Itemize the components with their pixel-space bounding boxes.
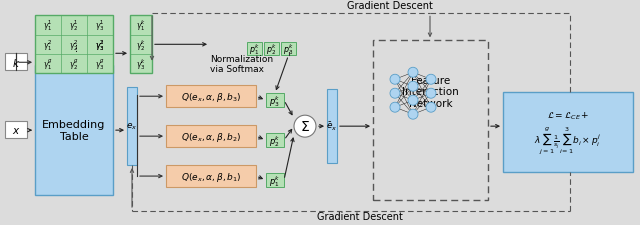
Text: $\vdots$: $\vdots$ xyxy=(70,42,77,54)
Text: $p_1^k$: $p_1^k$ xyxy=(249,42,260,57)
Text: $\mathcal{L} = \mathcal{L}_{CE} +$
$\lambda \sum_{j=1}^{g} \frac{1}{s_j} \sum_{i: $\mathcal{L} = \mathcal{L}_{CE} +$ $\lam… xyxy=(534,110,602,155)
Bar xyxy=(266,173,284,187)
Circle shape xyxy=(294,116,316,137)
Text: $p_3^k$: $p_3^k$ xyxy=(269,93,281,108)
Text: Feature
Interaction
Network: Feature Interaction Network xyxy=(402,76,459,108)
Bar xyxy=(5,122,27,139)
Text: Embedding
Table: Embedding Table xyxy=(42,120,106,141)
Text: $\gamma_3^k$: $\gamma_3^k$ xyxy=(136,57,146,72)
Bar xyxy=(35,16,113,74)
Bar xyxy=(503,93,633,172)
Text: $\gamma_2^k$: $\gamma_2^k$ xyxy=(136,38,146,52)
Circle shape xyxy=(426,103,436,113)
Circle shape xyxy=(408,110,418,120)
Text: $Q(e_x, \alpha, \beta, b_1)$: $Q(e_x, \alpha, \beta, b_1)$ xyxy=(181,170,241,183)
Text: $\gamma_{2}^2$: $\gamma_{2}^2$ xyxy=(69,38,79,52)
Circle shape xyxy=(390,89,400,99)
Text: $\gamma_{1}^g$: $\gamma_{1}^g$ xyxy=(43,57,53,72)
Circle shape xyxy=(408,82,418,92)
Text: $\gamma_{3}^2$: $\gamma_{3}^2$ xyxy=(95,38,105,52)
Text: $\bar{e}_x$: $\bar{e}_x$ xyxy=(326,120,338,133)
Bar xyxy=(373,41,488,200)
Text: $\gamma_{2}^1$: $\gamma_{2}^1$ xyxy=(69,18,79,33)
Text: $Q(e_x, \alpha, \beta, b_2)$: $Q(e_x, \alpha, \beta, b_2)$ xyxy=(181,130,241,143)
Bar xyxy=(166,165,256,187)
Text: $\gamma_{3}^1$: $\gamma_{3}^1$ xyxy=(95,18,105,33)
Bar xyxy=(266,94,284,108)
Bar xyxy=(247,43,262,56)
Bar xyxy=(166,126,256,147)
Circle shape xyxy=(390,75,400,85)
Circle shape xyxy=(426,75,436,85)
Text: $e_x$: $e_x$ xyxy=(126,121,138,132)
Text: $\gamma_{3}^g$: $\gamma_{3}^g$ xyxy=(95,57,105,72)
Text: Normalization
via Softmax: Normalization via Softmax xyxy=(210,54,273,74)
Bar xyxy=(266,134,284,147)
Text: $\gamma_{2}^g$: $\gamma_{2}^g$ xyxy=(69,57,79,72)
Circle shape xyxy=(408,96,418,106)
Text: $Q(e_x, \alpha, \beta, b_3)$: $Q(e_x, \alpha, \beta, b_3)$ xyxy=(181,90,241,103)
Text: Gradient Descent: Gradient Descent xyxy=(317,211,403,221)
Text: $x$: $x$ xyxy=(12,125,20,135)
Bar xyxy=(35,66,113,195)
Bar xyxy=(5,54,27,71)
Text: $p_3^k$: $p_3^k$ xyxy=(283,42,294,57)
Bar xyxy=(281,43,296,56)
Text: $\gamma_3^3$: $\gamma_3^3$ xyxy=(95,38,105,52)
Text: $k$: $k$ xyxy=(12,56,20,68)
Text: $\gamma_{1}^1$: $\gamma_{1}^1$ xyxy=(43,18,53,33)
Text: $p_1^k$: $p_1^k$ xyxy=(269,173,281,188)
Bar xyxy=(130,16,152,74)
Bar xyxy=(166,86,256,108)
Circle shape xyxy=(408,68,418,78)
Text: $p_2^k$: $p_2^k$ xyxy=(266,42,277,57)
Text: $p_2^k$: $p_2^k$ xyxy=(269,133,281,148)
Text: $\Sigma$: $\Sigma$ xyxy=(300,120,310,134)
Bar xyxy=(327,90,337,163)
Bar xyxy=(127,88,137,165)
Circle shape xyxy=(426,89,436,99)
Text: $\gamma_1^k$: $\gamma_1^k$ xyxy=(136,18,146,33)
Circle shape xyxy=(390,103,400,113)
Text: Gradient Descent: Gradient Descent xyxy=(347,1,433,11)
Bar xyxy=(264,43,279,56)
Text: $\gamma_{1}^2$: $\gamma_{1}^2$ xyxy=(43,38,53,52)
